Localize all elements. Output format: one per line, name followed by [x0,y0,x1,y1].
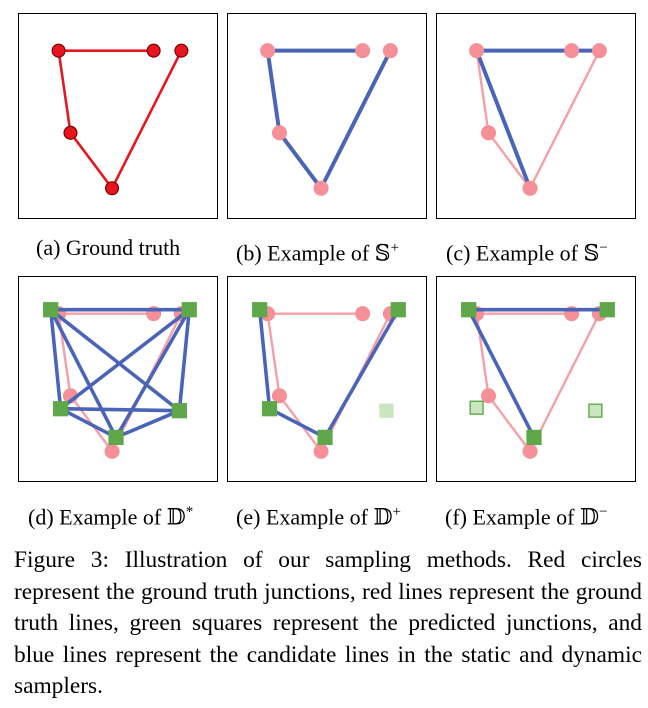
panel-b-static-positive [227,13,427,219]
subcaption-f-sup: − [599,504,608,520]
panel-c-static-negative [436,13,636,219]
predicted-junction [390,302,406,318]
ground-truth-junction [174,43,189,58]
subcaption-e-symbol: 𝔻 [373,504,393,530]
subcaption-b-symbol: 𝕊 [374,240,391,266]
ground-truth-junction [522,180,538,196]
predicted-junction [252,302,268,318]
candidate-line [58,307,192,411]
predicted-junction [461,302,477,318]
subcaption-d-prefix: (d) Example of [28,504,167,530]
ground-truth-junction [382,43,398,59]
predicted-junction [43,302,59,318]
ground-truth-junction [271,388,288,404]
subcaption-f-symbol: 𝔻 [580,504,600,530]
ground-truth-junction [313,180,329,196]
ground-truth-line [266,312,281,398]
ground-truth-junction [104,443,120,459]
ground-truth-junction [469,43,485,59]
ground-truth-junction [313,443,329,459]
candidate-line [58,406,118,440]
panel-f-dynamic-negative [436,276,636,482]
subcaption-c: (c) Example of 𝕊− [446,235,608,266]
predicted-junction [108,429,124,446]
ground-truth-line [265,48,282,135]
ground-truth-line [475,49,490,135]
static-negative-diagram [469,43,607,196]
candidate-line [58,406,182,413]
ground-truth-line [69,131,114,190]
ground-truth-line [57,49,72,135]
candidate-line [48,307,118,440]
candidate-line [323,307,401,440]
candidate-line [48,307,63,411]
ground-truth-junction [260,43,276,59]
panel-d-dynamic-all [18,276,218,482]
ground-truth-line [319,48,393,191]
figure-caption-text: Figure 3: Illustration of our sampling m… [14,547,642,699]
subcaption-d: (d) Example of 𝔻* [28,499,193,530]
dynamic-negative-diagram [461,302,615,459]
ground-truth-line [528,312,601,453]
subcaption-f: (f) Example of 𝔻− [445,499,608,530]
predicted-junction [171,403,188,419]
candidate-line [257,307,272,411]
ground-truth-junction [564,43,580,59]
ground-truth-junction [105,181,120,196]
ground-truth-diagram [51,43,189,196]
ground-truth-junction [63,125,78,140]
ground-truth-line [487,131,532,190]
ground-truth-junction [146,43,161,58]
subcaption-a: (a) Ground truth [36,235,181,260]
subcaption-d-sup: * [185,504,194,520]
predicted-junction [52,401,69,417]
candidate-line [114,307,192,440]
subcaption-b: (b) Example of 𝕊+ [236,235,399,266]
subcaption-e-sup: + [392,504,401,520]
figure-caption: Figure 3: Illustration of our sampling m… [14,545,642,703]
candidate-line [466,307,536,440]
candidate-line [267,406,327,440]
ground-truth-junction [591,43,607,59]
candidate-line [177,307,192,413]
candidate-line [474,48,533,191]
ground-truth-line [528,49,601,190]
predicted-junction [261,401,278,417]
subcaption-e-prefix: (e) Example of [236,504,374,530]
subcaption-c-prefix: (c) Example of [446,240,584,266]
predicted-junction [317,429,333,446]
subcaption-f-prefix: (f) Example of [445,504,580,530]
predicted-junction [599,302,615,318]
ground-truth-junction [355,306,371,322]
subcaption-d-symbol: 𝔻 [166,504,186,530]
candidate-line [114,408,182,440]
subcaption-b-sup: + [390,240,400,256]
candidate-line [48,307,182,413]
predicted-junction-faded [469,400,484,415]
static-positive-diagram [260,43,398,196]
ground-truth-junction [355,43,371,59]
predicted-junction-faded [588,403,603,418]
ground-truth-junction [271,125,288,141]
panel-e-dynamic-positive [227,276,427,482]
ground-truth-junction [480,388,497,404]
ground-truth-line [277,130,324,191]
predicted-junction [526,429,542,446]
ground-truth-junction [51,43,66,58]
subcaption-c-sup: − [599,240,608,256]
ground-truth-junction [522,443,538,459]
predicted-junction [181,302,197,318]
subcaption-c-symbol: 𝕊 [583,240,600,266]
subcaption-b-prefix: (b) Example of [236,240,375,266]
predicted-junction-faded [379,403,394,418]
ground-truth-line [110,49,183,190]
subcaption-e: (e) Example of 𝔻+ [236,499,401,530]
dynamic-all-diagram [43,302,197,459]
panel-a-ground-truth [18,13,218,219]
ground-truth-junction [480,125,497,141]
ground-truth-line [487,394,532,453]
dynamic-positive-diagram [252,302,406,459]
